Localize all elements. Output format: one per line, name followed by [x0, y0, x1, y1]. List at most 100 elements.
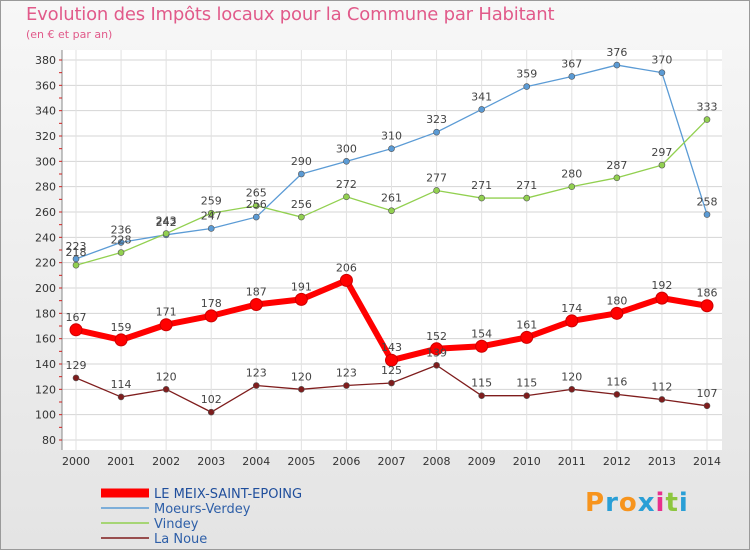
data-label: 259 [201, 194, 222, 207]
y-tick-label: 320 [35, 130, 56, 143]
data-point [613, 391, 621, 398]
data-label: 341 [471, 90, 492, 103]
data-point [703, 116, 711, 123]
data-point [430, 342, 444, 356]
data-label: 287 [606, 159, 627, 172]
x-tick-label: 2007 [378, 455, 406, 468]
data-point [117, 249, 125, 256]
data-point [298, 213, 305, 221]
data-point [252, 382, 260, 389]
legend-label: Vindey [154, 517, 199, 532]
data-label: 159 [111, 321, 132, 334]
data-point [117, 239, 125, 246]
data-point [252, 202, 260, 209]
data-point [433, 361, 440, 369]
data-label: 280 [561, 168, 582, 181]
data-point [433, 128, 440, 136]
data-label: 206 [336, 261, 357, 274]
data-point [69, 323, 83, 337]
data-point [339, 273, 353, 287]
data-label: 112 [651, 380, 672, 393]
data-label: 247 [201, 209, 222, 222]
data-point [385, 353, 398, 367]
data-label: 191 [291, 280, 312, 293]
data-label: 192 [651, 279, 672, 292]
data-label: 290 [291, 155, 312, 168]
data-point [478, 194, 485, 202]
x-tick-label: 2001 [107, 455, 135, 468]
data-label: 265 [246, 187, 267, 200]
x-tick-label: 2004 [242, 455, 270, 468]
data-point [568, 73, 576, 80]
data-label: 120 [561, 370, 582, 383]
data-label: 152 [426, 330, 447, 343]
data-label: 243 [156, 215, 177, 228]
y-tick-label: 80 [42, 434, 56, 447]
y-tick-label: 280 [35, 181, 56, 194]
data-point [703, 211, 711, 218]
data-label: 116 [606, 375, 627, 388]
data-label: 120 [156, 370, 177, 383]
y-tick-label: 220 [35, 257, 56, 270]
data-point [658, 161, 666, 169]
y-tick-label: 260 [35, 206, 56, 219]
data-label: 154 [471, 327, 492, 340]
data-point [568, 183, 576, 190]
x-tick-label: 2012 [603, 455, 631, 468]
data-label: 186 [697, 287, 718, 300]
data-label: 123 [246, 367, 267, 380]
y-tick-label: 360 [35, 79, 56, 92]
x-tick-label: 2006 [332, 455, 360, 468]
data-point [520, 330, 534, 344]
data-label: 114 [111, 378, 132, 391]
y-tick-label: 300 [35, 155, 56, 168]
data-point [613, 61, 621, 69]
data-point [162, 386, 170, 393]
data-label: 218 [66, 246, 87, 259]
proxiti-logo: Proxiti [585, 488, 689, 518]
data-label: 272 [336, 178, 357, 191]
data-point [207, 408, 215, 416]
logo-letter: t [665, 488, 679, 518]
data-label: 236 [111, 223, 132, 236]
y-tick-label: 380 [35, 54, 56, 67]
data-point [343, 382, 350, 389]
data-point [162, 230, 170, 237]
data-label: 271 [516, 179, 537, 192]
data-label: 256 [246, 198, 267, 211]
data-label: 271 [471, 179, 492, 192]
data-point [114, 333, 128, 347]
data-point [207, 209, 215, 217]
data-point [658, 396, 666, 403]
y-tick-label: 120 [35, 383, 56, 396]
legend-label: La Noue [154, 532, 207, 547]
data-label: 223 [66, 240, 87, 253]
data-label: 125 [381, 364, 402, 377]
data-point [523, 194, 531, 202]
data-label: 258 [697, 196, 718, 209]
data-point [700, 299, 714, 313]
data-label: 180 [606, 294, 627, 307]
y-tick-label: 100 [35, 409, 56, 422]
x-tick-label: 2011 [558, 455, 586, 468]
data-point [343, 193, 350, 201]
data-label: 161 [516, 318, 537, 331]
y-tick-label: 180 [35, 307, 56, 320]
data-point [294, 292, 308, 306]
data-label: 187 [246, 285, 267, 298]
data-point [117, 393, 125, 401]
data-point [252, 213, 260, 221]
x-tick-label: 2013 [648, 455, 676, 468]
data-point [298, 386, 305, 393]
data-label: 102 [201, 393, 222, 406]
data-point [433, 187, 440, 194]
data-point [613, 174, 621, 182]
data-label: 367 [561, 57, 582, 70]
data-label: 370 [651, 54, 672, 67]
data-label: 228 [111, 234, 132, 247]
data-point [523, 392, 531, 399]
logo-letter: r [605, 488, 619, 518]
logo-letter: i [655, 488, 666, 518]
data-point [207, 225, 215, 232]
